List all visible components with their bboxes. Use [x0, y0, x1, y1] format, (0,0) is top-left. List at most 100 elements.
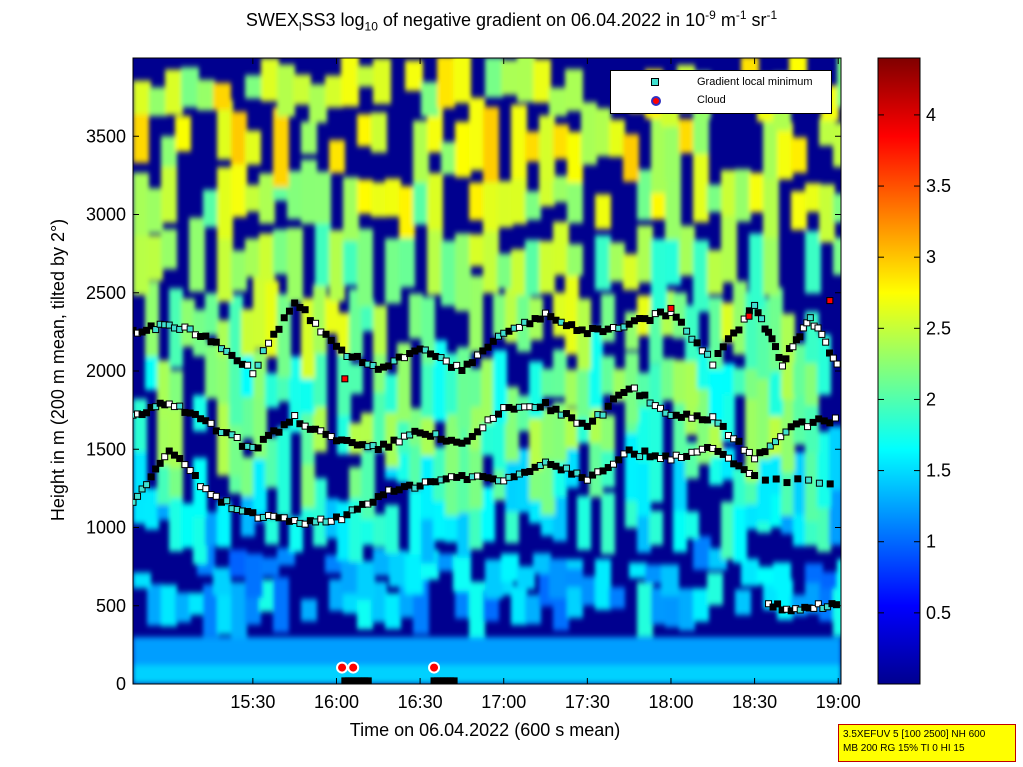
gradient-minimum-marker	[625, 446, 633, 454]
legend-label-minimum: Gradient local minimum	[697, 76, 813, 88]
x-axis-label: Time on 06.04.2022 (600 s mean)	[350, 720, 621, 740]
heat-cell	[357, 65, 375, 87]
heat-cell	[589, 327, 603, 409]
gradient-minimum-marker	[369, 498, 377, 506]
gradient-minimum-marker	[191, 410, 199, 418]
heat-cell	[721, 363, 735, 394]
gradient-minimum-marker	[709, 361, 717, 369]
gradient-minimum-marker	[406, 431, 414, 439]
circle-marker-icon	[651, 96, 661, 106]
heat-cell	[497, 253, 513, 289]
gradient-minimum-marker	[719, 343, 727, 351]
heat-cell	[637, 582, 653, 637]
heat-cell	[707, 572, 723, 606]
heat-cell	[325, 75, 343, 108]
gradient-minimum-marker	[709, 413, 717, 421]
heat-cell	[685, 305, 699, 362]
heat-cell	[181, 67, 199, 108]
heat-cell	[769, 287, 783, 372]
gradient-minimum-marker	[244, 361, 252, 369]
heat-cell	[625, 431, 639, 501]
heat-cell	[565, 69, 583, 112]
heat-cell	[749, 172, 765, 213]
cloud-marker	[336, 661, 349, 674]
gradient-minimum-marker	[385, 362, 393, 370]
gradient-minimum-marker	[474, 428, 482, 436]
heat-cell	[805, 230, 821, 294]
heat-cell	[277, 427, 291, 517]
heat-cell	[241, 387, 255, 439]
gradient-minimum-marker	[259, 347, 267, 355]
heat-cell	[763, 116, 779, 180]
gradient-minimum-marker	[693, 412, 701, 420]
heat-cell	[441, 240, 457, 306]
heat-cell	[565, 271, 579, 355]
heat-cell	[289, 356, 303, 402]
gradient-minimum-marker	[609, 395, 617, 403]
gradient-minimum-marker	[254, 444, 262, 452]
y-tick-label: 3500	[86, 126, 126, 146]
heat-cell	[601, 415, 615, 451]
gradient-minimum-marker	[829, 354, 837, 362]
x-tick-label: 16:00	[314, 692, 359, 712]
heat-cell	[661, 358, 675, 401]
gradient-minimum-marker	[562, 464, 570, 472]
gradient-minimum-marker	[789, 343, 797, 351]
y-tick-label: 2500	[86, 283, 126, 303]
heat-cell	[533, 553, 551, 574]
heat-cell	[735, 168, 751, 222]
heat-cell	[595, 559, 611, 610]
infobox-line-2: MB 200 RG 15% TI 0 HI 15	[843, 743, 965, 754]
heat-cell	[637, 225, 653, 283]
gradient-minimum-marker	[636, 453, 644, 461]
heat-cell	[217, 167, 233, 240]
gradient-minimum-marker	[395, 438, 403, 446]
heat-cell	[721, 211, 737, 283]
heat-cell	[217, 500, 231, 548]
cloud-marker	[347, 661, 360, 674]
heat-cell	[749, 233, 765, 311]
heat-cell	[161, 150, 177, 223]
heat-cell	[189, 592, 205, 615]
gradient-minimum-marker	[484, 343, 492, 351]
heat-cell	[481, 486, 495, 542]
cloud-marker	[667, 304, 675, 312]
heat-cell	[469, 496, 483, 550]
heat-cell	[549, 87, 567, 117]
gradient-minimum-marker	[657, 308, 665, 316]
heat-cell	[437, 553, 455, 572]
heat-cell	[427, 106, 443, 153]
heat-cell	[529, 470, 543, 501]
heat-cell	[315, 171, 331, 224]
heat-cell	[203, 189, 219, 228]
heat-cell	[763, 164, 779, 239]
gradient-minimum-marker	[536, 403, 544, 411]
heat-cell	[673, 359, 687, 404]
gradient-minimum-marker	[463, 437, 471, 445]
gradient-minimum-marker	[138, 485, 146, 493]
gradient-minimum-marker	[291, 299, 299, 307]
gradient-minimum-marker	[181, 461, 189, 469]
heat-cell	[133, 112, 149, 163]
heat-cell	[265, 373, 279, 408]
gradient-minimum-marker	[804, 423, 812, 431]
gradient-minimum-marker	[677, 318, 685, 326]
heat-cell	[455, 233, 471, 312]
heat-cell	[469, 97, 485, 171]
heat-cell	[553, 124, 569, 160]
heat-cell	[213, 567, 231, 596]
heat-cell	[829, 488, 841, 546]
colorbar-tick-label: 3.5	[926, 176, 951, 196]
heat-cell	[277, 294, 291, 378]
gradient-minimum-marker	[228, 351, 236, 359]
x-tick-label: 18:00	[648, 692, 693, 712]
heat-cell	[343, 240, 359, 286]
gradient-minimum-marker	[143, 409, 151, 417]
gradient-minimum-marker	[259, 435, 267, 443]
heat-cell	[693, 152, 709, 223]
heat-cell	[261, 58, 279, 102]
gradient-minimum-marker	[771, 438, 779, 446]
heat-cell	[601, 492, 615, 555]
gradient-minimum-marker	[815, 479, 823, 487]
heat-cell	[529, 495, 543, 524]
